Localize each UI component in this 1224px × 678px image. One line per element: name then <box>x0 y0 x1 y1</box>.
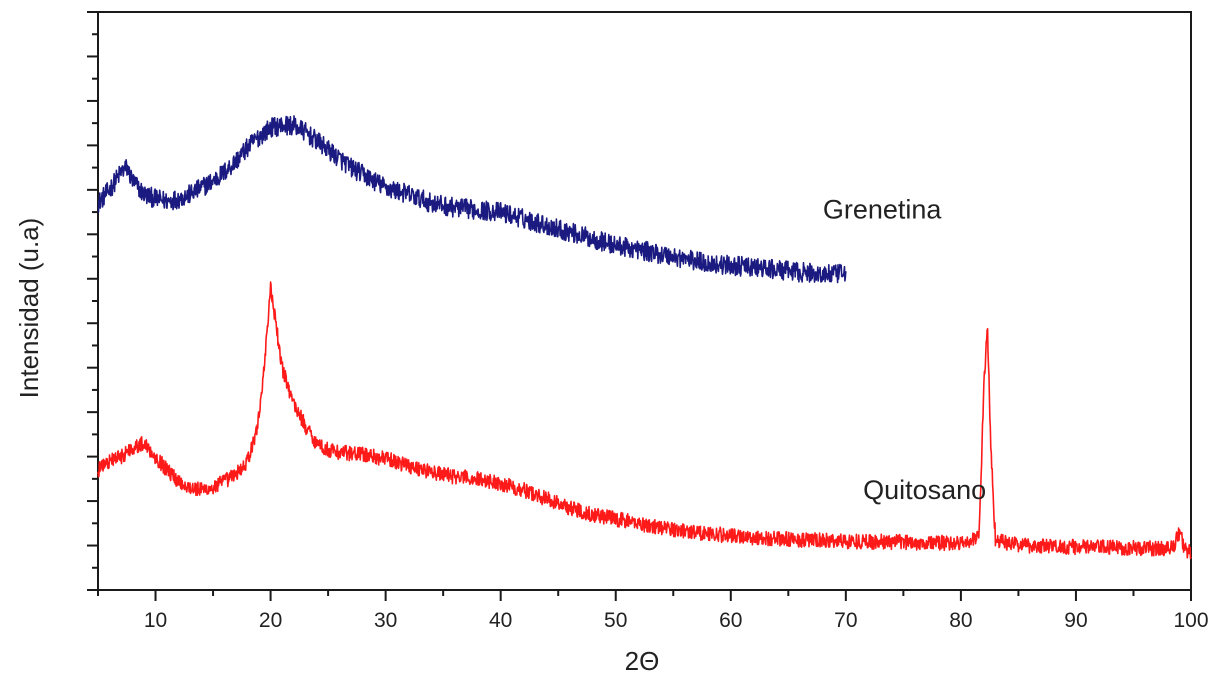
x-tick-label: 50 <box>604 609 627 632</box>
x-tick-label: 10 <box>144 609 167 632</box>
x-tick-label: 100 <box>1173 609 1208 632</box>
series-label-grenetina: Grenetina <box>823 195 943 225</box>
series-layer <box>97 115 1192 560</box>
plot-area <box>97 11 1192 591</box>
series-label-quitosano: Quitosano <box>863 475 986 505</box>
x-tick-label: 80 <box>949 609 972 632</box>
x-tick-label: 90 <box>1064 609 1087 632</box>
x-tick-label: 30 <box>374 609 397 632</box>
x-tick-label: 20 <box>259 609 282 632</box>
series-line-quitosano <box>97 281 1192 560</box>
y-axis-label: Intensidad (u.a) <box>14 218 44 399</box>
series-line-grenetina <box>97 115 847 284</box>
x-tick-label: 40 <box>489 609 512 632</box>
series-labels: Grenetina Quitosano <box>823 195 986 505</box>
x-axis-ticks <box>97 590 1192 601</box>
y-axis-ticks <box>87 11 98 591</box>
x-tick-label: 60 <box>719 609 742 632</box>
x-axis-label: 2Θ <box>625 646 660 676</box>
x-tick-label: 70 <box>834 609 857 632</box>
x-axis-tick-labels: 10 20 30 40 50 60 70 80 90 100 <box>144 609 1209 632</box>
